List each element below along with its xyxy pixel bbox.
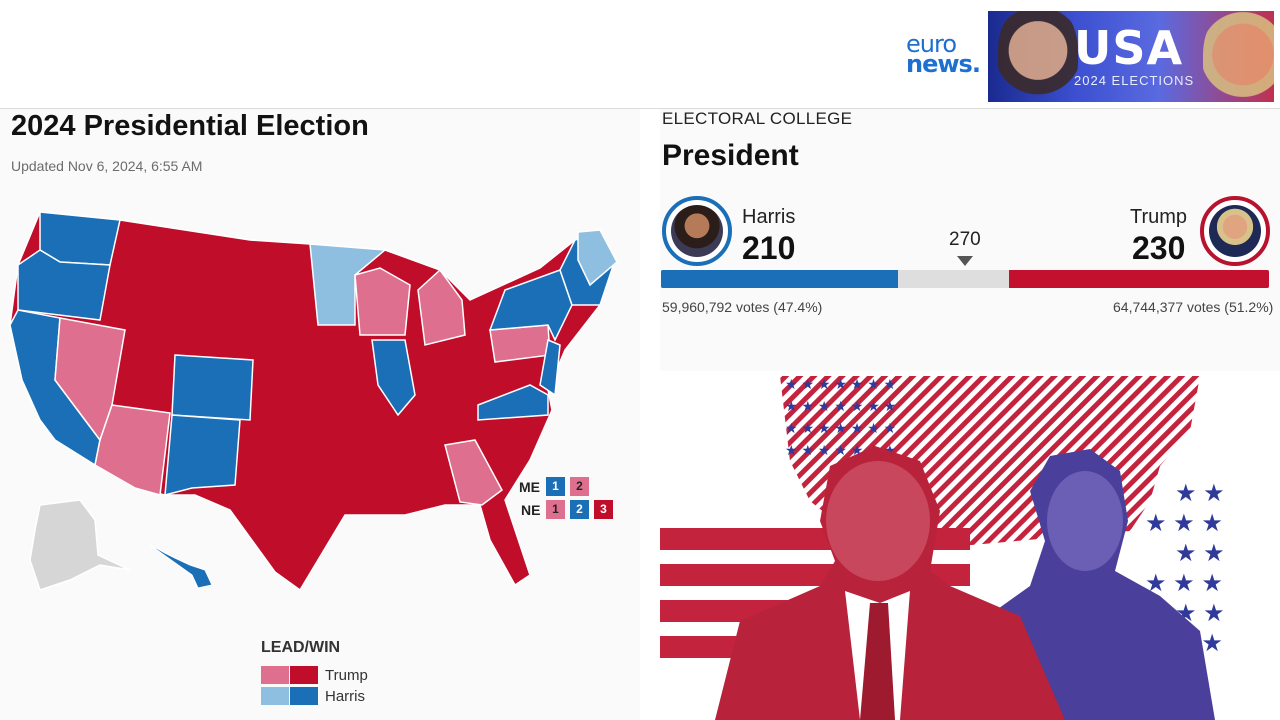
state-new-mexico xyxy=(164,414,241,496)
trump-popular-vote: 64,744,377 votes (51.2%) xyxy=(1113,299,1274,315)
state-pennsylvania xyxy=(489,324,551,363)
state-arizona xyxy=(94,404,171,496)
legend-trump-win-swatch xyxy=(290,666,318,684)
usa-elections-banner: USA 2024 ELECTIONS xyxy=(988,11,1274,102)
harris-face xyxy=(1047,471,1123,571)
president-heading: President xyxy=(662,139,799,172)
legend-harris-win-swatch xyxy=(290,687,318,705)
legend-harris-label: Harris xyxy=(325,688,365,705)
harris-electoral-bar xyxy=(661,270,898,288)
harris-figure xyxy=(980,449,1215,720)
state-oregon xyxy=(17,249,111,321)
trump-face xyxy=(826,461,930,581)
state-colorado xyxy=(171,354,254,421)
star-field-left: ★ ★ ★ ★ ★ ★ ★ ★ ★ ★ ★ ★ ★ ★ ★ ★ ★ ★ ★ ★ … xyxy=(785,376,896,458)
state-virginia xyxy=(477,384,549,421)
state-alaska xyxy=(29,499,131,591)
state-michigan xyxy=(417,268,466,346)
svg-text:★ ★: ★ ★ xyxy=(1175,480,1225,507)
candidates-illustration: ★ ★ ★ ★ ★ ★ ★ ★ ★ ★ ★ ★ ★ ★ ★ ★ ★ ★ ★ ★ … xyxy=(660,371,1280,720)
banner-title: USA xyxy=(1074,21,1184,75)
svg-text:★ ★ ★ ★ ★ ★ ★: ★ ★ ★ ★ ★ ★ ★ xyxy=(785,420,896,436)
star-field-right: ★ ★ ★ ★ ★ ★ ★ ★ ★ ★ ★ ★ ★ ★ ★ xyxy=(1145,480,1225,657)
trump-avatar xyxy=(1200,196,1270,266)
svg-text:★ ★ ★ ★ ★ ★ ★: ★ ★ ★ ★ ★ ★ ★ xyxy=(785,398,896,414)
trump-name: Trump xyxy=(1130,206,1188,228)
banner-subtitle: 2024 ELECTIONS xyxy=(1074,73,1195,88)
state-georgia xyxy=(444,439,503,506)
state-hawaii xyxy=(149,544,213,589)
banner-harris-portrait xyxy=(998,11,1078,102)
threshold-270: 270 xyxy=(949,229,981,250)
electoral-panel xyxy=(660,109,1280,371)
logo-text-news: news. xyxy=(906,50,981,78)
threshold-marker-icon xyxy=(957,256,973,266)
us-election-map xyxy=(9,211,618,592)
state-mid-atlantic xyxy=(539,338,561,397)
updated-timestamp: Updated Nov 6, 2024, 6:55 AM xyxy=(11,158,203,174)
harris-avatar xyxy=(662,196,732,266)
ne-district-2: 2 xyxy=(570,500,589,519)
svg-text:★ ★ ★: ★ ★ ★ xyxy=(1145,570,1223,597)
banner-trump-portrait xyxy=(1203,11,1274,102)
euronews-logo: euro news. xyxy=(906,30,988,78)
svg-text:★ ★ ★: ★ ★ ★ xyxy=(1145,510,1223,537)
trump-tie xyxy=(860,603,895,720)
state-illinois xyxy=(371,339,416,417)
legend-trump-label: Trump xyxy=(325,667,368,684)
harris-electoral-votes: 210 xyxy=(742,230,796,266)
trump-electoral-votes: 230 xyxy=(1132,230,1186,266)
ne-district-3: 3 xyxy=(594,500,613,519)
maine-label: ME xyxy=(519,479,540,495)
state-maine xyxy=(577,229,618,287)
nebraska-label: NE xyxy=(521,502,541,518)
state-minnesota xyxy=(309,243,387,326)
trump-electoral-bar xyxy=(1009,270,1269,288)
electoral-college-label: ELECTORAL COLLEGE xyxy=(662,109,853,128)
legend-trump-lead-swatch xyxy=(261,666,289,684)
state-wisconsin xyxy=(354,267,411,336)
legend-harris-lead-swatch xyxy=(261,687,289,705)
harris-name: Harris xyxy=(742,206,796,228)
legend-title: LEAD/WIN xyxy=(261,639,341,656)
me-district-2: 2 xyxy=(570,477,589,496)
harris-popular-vote: 59,960,792 votes (47.4%) xyxy=(662,299,823,315)
page-title: 2024 Presidential Election xyxy=(11,110,369,142)
svg-text:★ ★ ★ ★ ★ ★ ★: ★ ★ ★ ★ ★ ★ ★ xyxy=(785,376,896,392)
logo-text-euro: euro xyxy=(906,30,957,58)
me-district-1: 1 xyxy=(546,477,565,496)
ne-district-1: 1 xyxy=(546,500,565,519)
header-divider xyxy=(0,108,1280,109)
svg-text:★ ★: ★ ★ xyxy=(1175,540,1225,567)
trump-figure xyxy=(715,446,1065,720)
